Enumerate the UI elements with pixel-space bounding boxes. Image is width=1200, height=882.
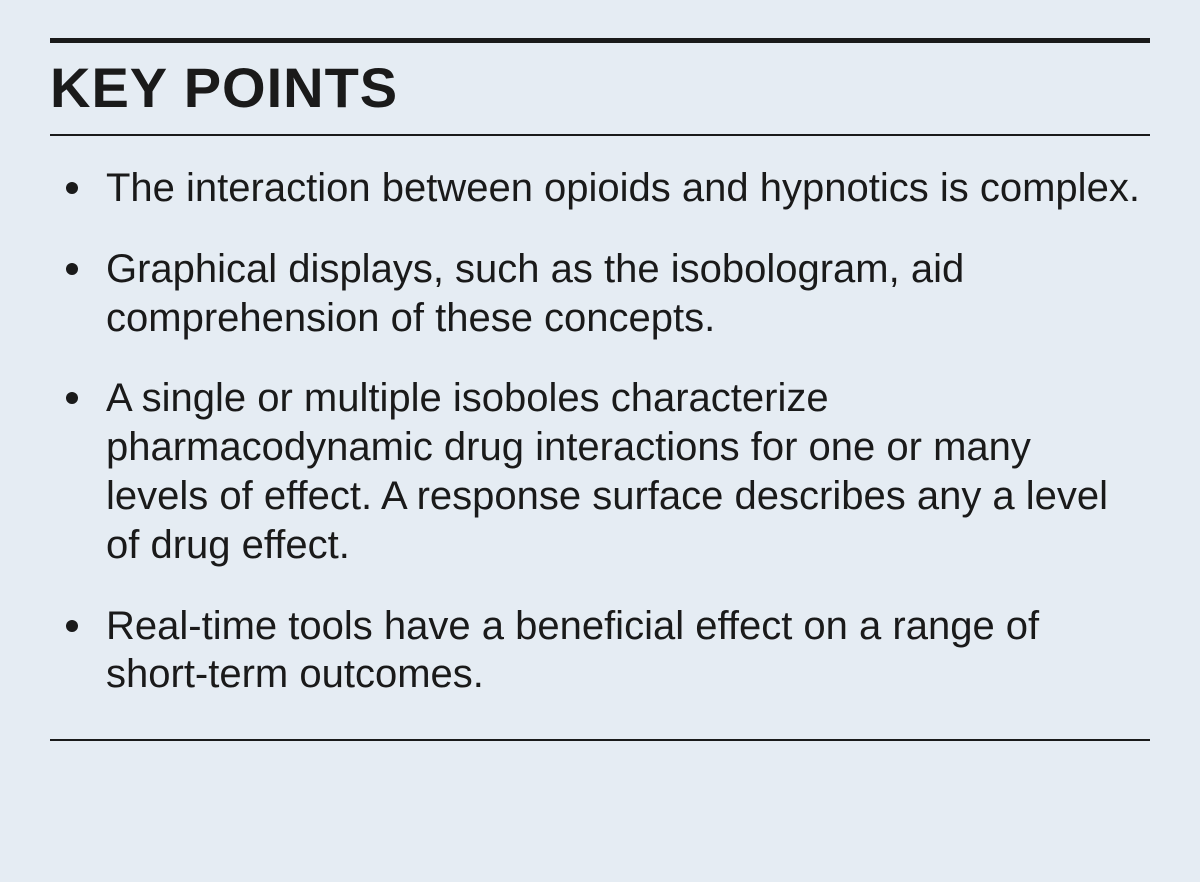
key-points-box: KEY POINTS The interaction between opioi… [50,38,1150,741]
bottom-rule [50,739,1150,741]
bullet-list: The interaction between opioids and hypn… [50,136,1150,739]
box-title: KEY POINTS [50,43,1150,134]
list-item: The interaction between opioids and hypn… [58,164,1142,213]
list-item: Real-time tools have a beneficial effect… [58,602,1142,700]
list-item: Graphical displays, such as the isobolog… [58,245,1142,343]
list-item: A single or multiple isoboles characteri… [58,374,1142,569]
